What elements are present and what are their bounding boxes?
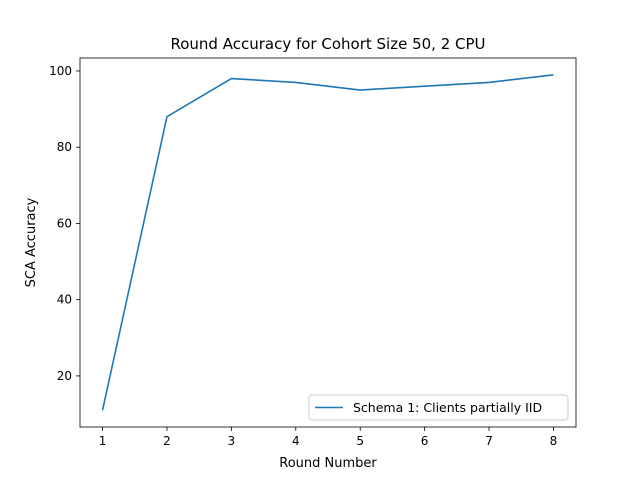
x-axis-ticks: 1 2 3 4 5 6 7 8 <box>99 427 558 448</box>
y-tick-label: 20 <box>57 369 72 383</box>
x-tick-label: 3 <box>228 434 236 448</box>
x-tick-label: 6 <box>421 434 429 448</box>
y-tick-label: 100 <box>49 64 72 78</box>
x-tick-label: 1 <box>99 434 107 448</box>
legend: Schema 1: Clients partially IID <box>308 394 569 421</box>
x-tick-label: 8 <box>550 434 558 448</box>
y-tick-label: 60 <box>57 216 72 230</box>
y-axis-ticks: 20 40 60 80 100 <box>49 64 80 383</box>
plot-area <box>79 57 577 428</box>
x-tick-label: 7 <box>485 434 493 448</box>
x-tick-label: 2 <box>163 434 171 448</box>
y-axis-label: SCA Accuracy <box>24 197 39 287</box>
legend-box <box>308 394 569 421</box>
series-line <box>101 73 554 411</box>
series-lines <box>101 73 554 411</box>
chart-title: Round Accuracy for Cohort Size 50, 2 CPU <box>170 35 485 53</box>
y-tick-label: 80 <box>57 140 72 154</box>
x-tick-label: 5 <box>356 434 364 448</box>
y-tick-label: 40 <box>57 293 72 307</box>
x-tick-label: 4 <box>292 434 300 448</box>
legend-label: Schema 1: Clients partially IID <box>353 400 542 415</box>
x-axis-label: Round Number <box>279 456 377 471</box>
